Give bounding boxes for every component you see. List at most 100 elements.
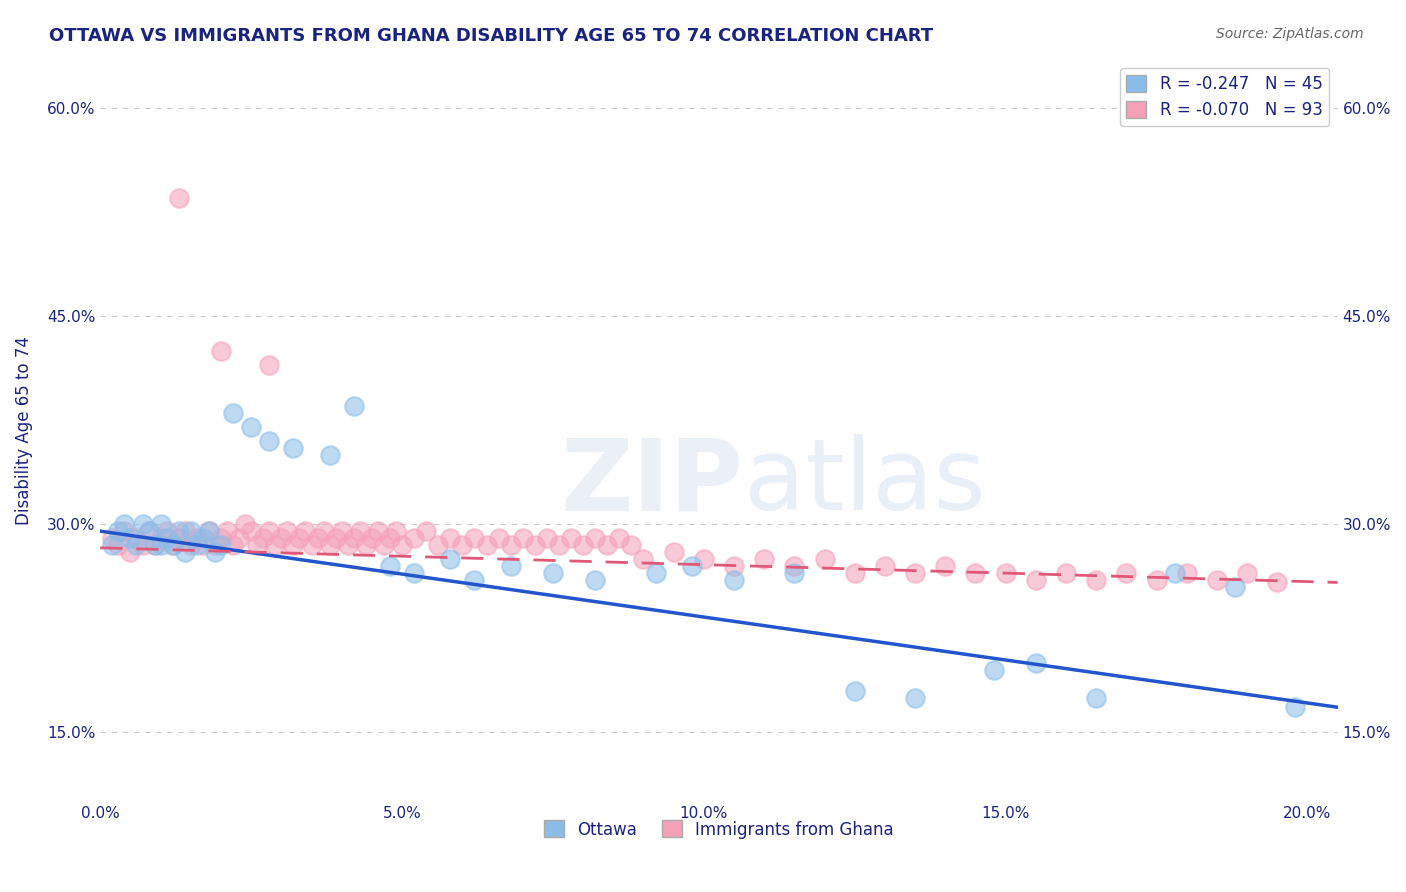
Point <box>349 524 371 538</box>
Point <box>180 538 202 552</box>
Point <box>813 552 835 566</box>
Point <box>523 538 546 552</box>
Point <box>198 524 221 538</box>
Point <box>259 358 281 372</box>
Point <box>904 690 927 705</box>
Point <box>536 531 558 545</box>
Point <box>283 441 305 455</box>
Point <box>1163 566 1185 580</box>
Point <box>994 566 1017 580</box>
Point <box>264 538 287 552</box>
Point <box>120 531 142 545</box>
Point <box>451 538 474 552</box>
Point <box>572 538 595 552</box>
Legend: Ottawa, Immigrants from Ghana: Ottawa, Immigrants from Ghana <box>537 814 901 846</box>
Point <box>318 538 340 552</box>
Point <box>120 545 142 559</box>
Text: Source: ZipAtlas.com: Source: ZipAtlas.com <box>1216 27 1364 41</box>
Point <box>499 538 522 552</box>
Point <box>307 531 329 545</box>
Point <box>873 558 896 573</box>
Point <box>1265 575 1288 590</box>
Point <box>107 538 129 552</box>
Point <box>112 524 135 538</box>
Point <box>548 538 571 552</box>
Point <box>143 538 166 552</box>
Point <box>633 552 655 566</box>
Point <box>336 538 359 552</box>
Y-axis label: Disability Age 65 to 74: Disability Age 65 to 74 <box>15 336 32 525</box>
Point <box>209 538 232 552</box>
Point <box>1223 580 1246 594</box>
Point <box>138 524 160 538</box>
Point <box>330 524 353 538</box>
Point <box>240 524 263 538</box>
Point <box>1284 700 1306 714</box>
Point <box>270 531 292 545</box>
Point <box>463 573 485 587</box>
Point <box>541 566 564 580</box>
Point <box>167 531 190 545</box>
Point <box>427 538 450 552</box>
Point <box>204 545 226 559</box>
Point <box>149 531 172 545</box>
Point <box>620 538 643 552</box>
Point <box>125 531 148 545</box>
Point <box>754 552 776 566</box>
Point <box>512 531 534 545</box>
Point <box>404 531 426 545</box>
Point <box>693 552 716 566</box>
Point <box>204 538 226 552</box>
Point <box>439 531 461 545</box>
Point <box>662 545 685 559</box>
Point <box>131 538 153 552</box>
Point <box>138 524 160 538</box>
Point <box>391 538 413 552</box>
Point <box>404 566 426 580</box>
Point <box>222 406 245 420</box>
Point <box>499 558 522 573</box>
Point <box>149 538 172 552</box>
Point <box>301 538 323 552</box>
Point <box>1085 573 1108 587</box>
Point <box>373 538 395 552</box>
Point <box>101 538 124 552</box>
Point <box>186 538 208 552</box>
Point <box>240 420 263 434</box>
Point <box>844 683 866 698</box>
Point <box>583 531 606 545</box>
Point <box>288 531 311 545</box>
Point <box>283 538 305 552</box>
Point <box>783 566 806 580</box>
Point <box>343 400 366 414</box>
Point <box>312 524 335 538</box>
Point <box>246 538 269 552</box>
Point <box>378 558 401 573</box>
Point <box>167 524 190 538</box>
Point <box>965 566 987 580</box>
Point <box>228 531 250 545</box>
Point <box>180 524 202 538</box>
Point <box>222 538 245 552</box>
Point <box>198 524 221 538</box>
Point <box>209 531 232 545</box>
Point <box>252 531 274 545</box>
Point <box>560 531 582 545</box>
Point <box>934 558 956 573</box>
Point <box>162 538 184 552</box>
Point <box>318 448 340 462</box>
Point <box>488 531 510 545</box>
Point <box>233 517 256 532</box>
Point <box>186 531 208 545</box>
Point <box>173 545 195 559</box>
Point <box>583 573 606 587</box>
Point <box>360 531 382 545</box>
Point <box>475 538 498 552</box>
Point <box>107 524 129 538</box>
Point <box>112 517 135 532</box>
Point <box>259 434 281 448</box>
Point <box>131 517 153 532</box>
Point <box>783 558 806 573</box>
Point <box>723 573 745 587</box>
Point <box>191 538 214 552</box>
